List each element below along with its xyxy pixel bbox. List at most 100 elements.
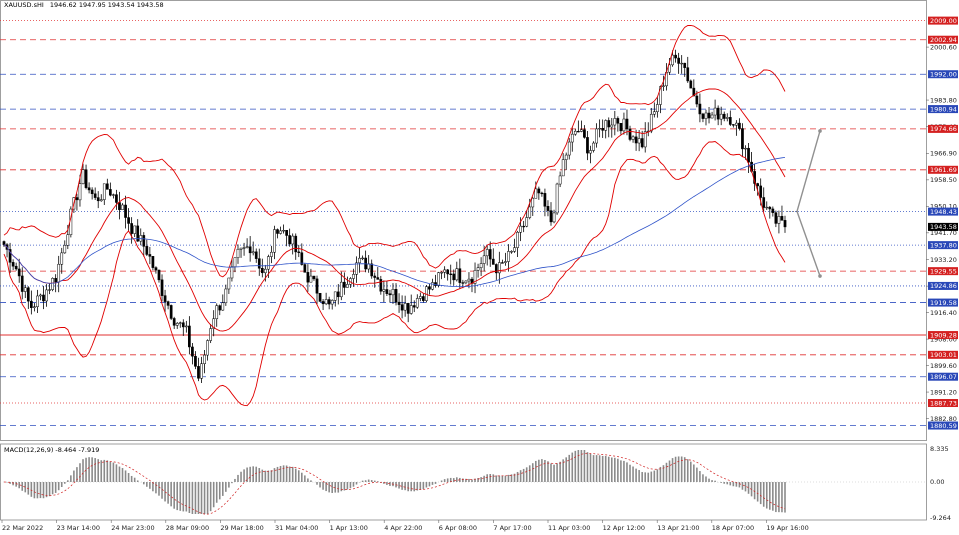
candle-body (501, 262, 504, 264)
candle-body (318, 292, 322, 302)
candle-body (105, 183, 109, 190)
candle-body (96, 197, 100, 202)
candle-body (346, 284, 349, 288)
candle-body (130, 223, 133, 234)
candle-body (191, 346, 194, 357)
candle-body (458, 268, 462, 283)
time-tick-label: 23 Mar 14:00 (57, 524, 100, 532)
candle-body (23, 287, 27, 292)
candle-body (428, 286, 431, 290)
candle-body (695, 95, 699, 105)
price-tick-label: 1899.60 (930, 362, 957, 370)
candle-body (595, 128, 598, 144)
candle-body (628, 128, 632, 140)
candle-body (188, 325, 191, 348)
candle-body (735, 122, 738, 126)
candle-body (48, 289, 51, 291)
candle-body (376, 277, 380, 280)
time-tick-label: 24 Mar 23:00 (111, 524, 154, 532)
candle-body (373, 275, 377, 278)
candle-body (409, 305, 413, 314)
candle-body (60, 252, 64, 265)
candle-body (446, 269, 450, 275)
price-tick-label: 1958.50 (930, 176, 957, 184)
candle-body (525, 217, 529, 227)
candle-body (415, 298, 419, 308)
candle-body (589, 150, 592, 154)
candle-body (613, 118, 617, 126)
candle-body (324, 299, 328, 305)
candle-body (431, 282, 434, 290)
candle-body (443, 269, 446, 273)
candle-body (254, 251, 258, 259)
candle-body (124, 204, 127, 218)
candle-body (285, 230, 288, 236)
candle-body (263, 268, 267, 274)
candle-body (394, 289, 398, 303)
candle-body (522, 225, 526, 228)
candle-body (771, 208, 775, 213)
level-badge (928, 350, 958, 359)
candle-body (339, 281, 343, 298)
level-badge (928, 281, 958, 290)
time-tick-label: 28 Mar 09:00 (166, 524, 209, 532)
candle-body (649, 113, 653, 132)
candle-body (45, 289, 48, 302)
macd-axis-label: 0.00 (930, 478, 944, 486)
candle-body (488, 249, 492, 260)
candle-body (145, 246, 149, 255)
price-tick-label: 1908.00 (930, 335, 957, 343)
candle-body (604, 120, 608, 131)
candle-body (66, 234, 70, 246)
candle-body (494, 264, 498, 274)
time-tick-label: 18 Apr 07:00 (712, 524, 754, 532)
candle-body (11, 262, 15, 267)
candle-body (513, 247, 516, 252)
candle-body (20, 275, 24, 292)
candle-body (586, 137, 589, 154)
candle-body (382, 289, 386, 292)
candle-body (738, 122, 741, 129)
current-price-badge (928, 222, 958, 231)
candle-body (42, 294, 45, 302)
candle-body (112, 194, 115, 196)
level-badge (928, 241, 958, 250)
candle-body (607, 120, 611, 128)
candle-body (379, 279, 383, 292)
candle-body (343, 281, 346, 288)
candle-body (552, 212, 556, 223)
price-candles (2, 49, 787, 384)
candle-body (780, 216, 784, 221)
candle-body (321, 301, 325, 305)
candle-body (622, 118, 626, 132)
time-axis: 22 Mar 2022 23 Mar 14:00 24 Mar 23:00 28 Ma… (1, 520, 809, 532)
candle-body (315, 278, 319, 294)
candle-body (680, 62, 684, 65)
candle-body (662, 85, 665, 87)
price-tick-label: 1891.20 (930, 388, 957, 396)
candle-body (236, 248, 240, 259)
symbol-label: XAUUSD.sHI (4, 1, 44, 9)
level-badge-label: 1937.80 (930, 241, 957, 249)
candle-body (57, 263, 61, 283)
candle-body (725, 117, 729, 119)
candle-body (768, 206, 772, 210)
price-tick-label: 1916.40 (930, 309, 957, 317)
arrow-head (818, 129, 822, 133)
candle-body (197, 366, 200, 379)
candle-body (452, 273, 456, 281)
candle-body (169, 305, 173, 319)
level-badge (928, 105, 958, 114)
price-tick-label: 1882.80 (930, 415, 957, 423)
candle-body (674, 54, 677, 59)
candle-body (707, 112, 711, 119)
candle-body (133, 225, 137, 234)
candle-body (643, 131, 647, 148)
candle-body (759, 185, 763, 198)
candle-body (592, 142, 595, 151)
candle-body (598, 128, 601, 130)
candle-body (631, 136, 635, 140)
candle-body (109, 189, 112, 196)
level-badge-label: 1992.00 (930, 71, 957, 79)
